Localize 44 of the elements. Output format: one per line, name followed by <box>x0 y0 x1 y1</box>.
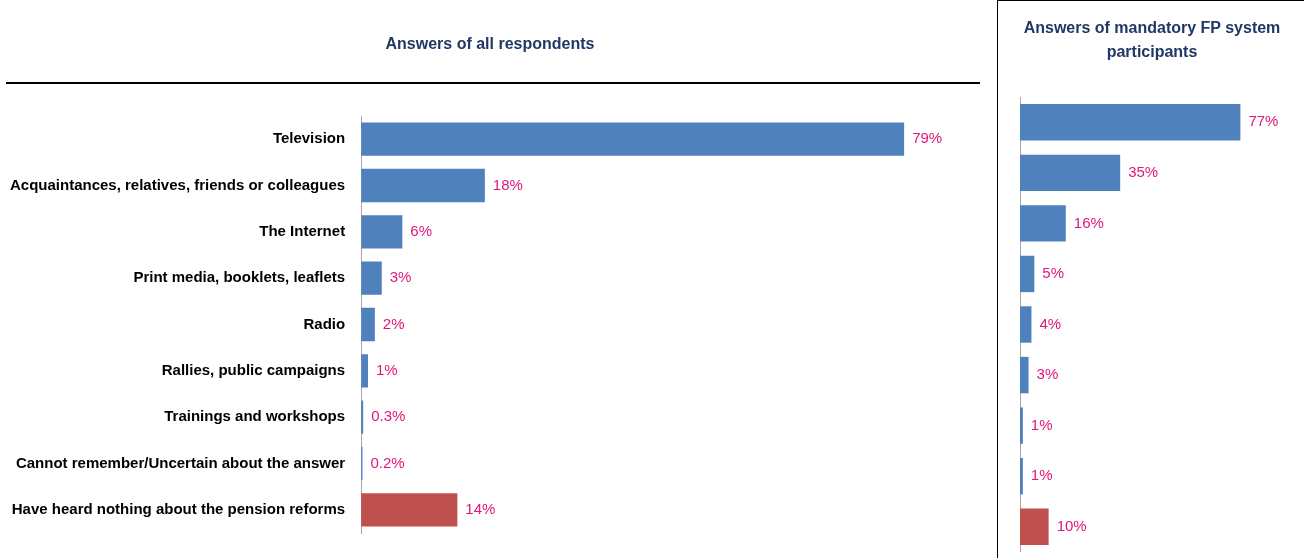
data-label: 1% <box>1030 466 1053 484</box>
y-tick-label: Radio <box>303 314 346 332</box>
data-label: 14% <box>465 499 496 517</box>
data-label: 10% <box>1056 516 1087 534</box>
y-tick-label: Have heard nothing about the pension reforms <box>11 499 346 517</box>
bar <box>1020 154 1121 192</box>
data-label: 35% <box>1128 162 1159 180</box>
data-label: 6% <box>410 221 433 239</box>
chart-title: Answers of all respondents <box>384 34 596 54</box>
data-label: 1% <box>376 360 398 378</box>
bar <box>1020 356 1029 394</box>
data-label: 0.2% <box>370 453 405 471</box>
data-label: 5% <box>1042 264 1064 282</box>
bar <box>361 215 403 249</box>
chart-title: Answers of mandatory FP system participants <box>1022 18 1282 62</box>
bar <box>361 168 485 203</box>
data-label: 3% <box>1036 365 1059 383</box>
bar <box>361 261 382 295</box>
data-label: 2% <box>382 314 405 332</box>
data-label: 77% <box>1248 112 1279 130</box>
data-label: 79% <box>912 129 943 147</box>
data-label: 4% <box>1039 314 1062 332</box>
bar <box>1020 255 1035 293</box>
y-tick-label: Television <box>272 129 346 147</box>
data-label: 1% <box>1030 415 1053 433</box>
data-label: 0.3% <box>371 407 406 425</box>
y-tick-label: Print media, booklets, leaflets <box>133 268 346 286</box>
bar <box>1020 104 1241 141</box>
bar <box>361 122 905 156</box>
data-label: 16% <box>1073 213 1104 231</box>
y-tick-label: Cannot remember/Uncertain about the answer <box>15 453 346 471</box>
data-label: 18% <box>492 175 523 193</box>
bar <box>361 307 375 342</box>
bar <box>1020 205 1066 242</box>
bar <box>1020 407 1023 444</box>
y-tick-label: Acquaintances, relatives, friends or colleagues <box>9 175 346 193</box>
bar <box>1020 306 1032 343</box>
bar <box>1020 457 1023 495</box>
bar <box>361 493 458 527</box>
data-label: 3% <box>389 268 412 286</box>
y-tick-label: Trainings and workshops <box>164 407 346 425</box>
y-tick-label: Rallies, public campaigns <box>161 360 346 378</box>
y-tick-label: The Internet <box>259 221 346 239</box>
bar <box>1020 508 1049 545</box>
